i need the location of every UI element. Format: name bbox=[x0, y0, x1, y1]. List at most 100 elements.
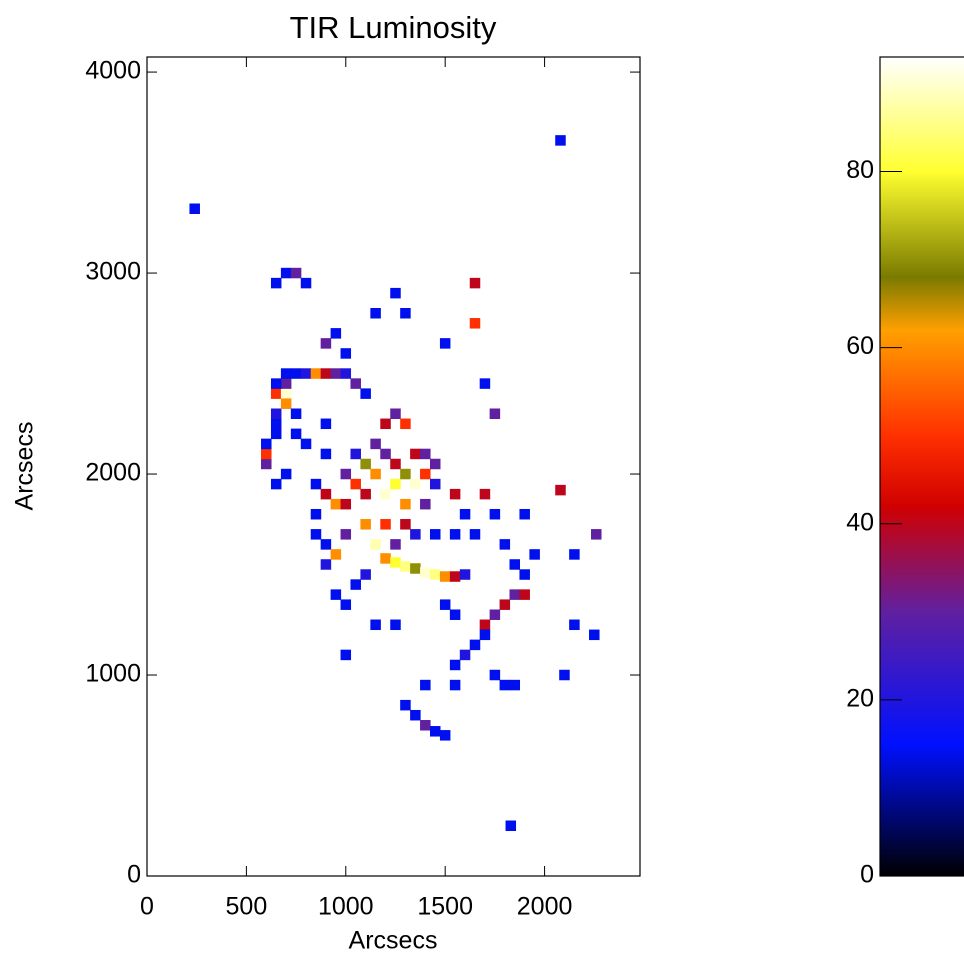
heatmap-cell bbox=[439, 338, 451, 349]
heatmap-cell bbox=[360, 458, 371, 470]
heatmap-cell bbox=[449, 659, 461, 671]
heatmap-cell bbox=[400, 308, 411, 319]
heatmap-cell bbox=[459, 508, 471, 520]
heatmap-cell bbox=[499, 539, 511, 550]
heatmap-cell bbox=[261, 438, 272, 450]
heatmap-cell bbox=[280, 398, 292, 409]
heatmap-cell bbox=[270, 478, 282, 490]
heatmap-cell bbox=[340, 368, 352, 379]
colorbar-segment bbox=[880, 57, 964, 172]
y-axis-label: Arcsecs bbox=[11, 422, 39, 511]
heatmap-cell bbox=[410, 563, 421, 574]
heatmap-cell bbox=[400, 699, 411, 711]
x-axis-label: Arcsecs bbox=[349, 927, 438, 955]
colorbar-segment bbox=[880, 171, 964, 278]
heatmap-cell bbox=[330, 498, 342, 510]
heatmap-cell bbox=[300, 277, 312, 289]
heatmap-cell bbox=[429, 726, 441, 737]
heatmap-cell bbox=[370, 468, 381, 480]
heatmap-cell bbox=[350, 448, 361, 460]
colorbar-tick-label: 40 bbox=[846, 508, 874, 536]
heatmap-cell bbox=[469, 529, 481, 540]
heatmap-cell bbox=[390, 408, 401, 419]
heatmap-cell bbox=[519, 508, 530, 520]
colorbar-tick-label: 60 bbox=[846, 332, 874, 360]
heatmap-cell bbox=[370, 539, 381, 550]
y-tick-label: 3000 bbox=[85, 258, 141, 286]
heatmap-cell bbox=[449, 529, 461, 540]
heatmap-cell bbox=[509, 679, 521, 691]
heatmap-cell bbox=[280, 388, 292, 399]
colorbar-frame bbox=[879, 56, 964, 877]
heatmap-cell bbox=[400, 561, 411, 572]
heatmap-cell bbox=[569, 619, 580, 631]
colorbar-segment bbox=[880, 506, 964, 613]
heatmap-cell bbox=[360, 519, 371, 530]
heatmap-cell bbox=[390, 478, 401, 490]
heatmap-cell bbox=[270, 408, 282, 419]
heatmap-cell bbox=[400, 418, 411, 430]
heatmap-cell bbox=[360, 569, 371, 580]
heatmap-cell bbox=[400, 519, 411, 530]
heatmap-cell bbox=[400, 468, 411, 480]
heatmap-cell bbox=[280, 468, 292, 480]
heatmap-cell bbox=[489, 669, 501, 681]
heatmap-cell bbox=[261, 448, 272, 460]
y-tick-label: 4000 bbox=[85, 57, 141, 85]
heatmap-cell bbox=[569, 549, 580, 560]
heatmap-cell bbox=[499, 599, 511, 610]
heatmap-cell bbox=[320, 368, 332, 379]
heatmap-cell bbox=[429, 478, 441, 490]
heatmap-cell bbox=[320, 338, 332, 349]
colorbar-segment bbox=[880, 330, 964, 437]
heatmap-cell bbox=[489, 508, 501, 520]
heatmap-cell bbox=[589, 629, 600, 641]
heatmap-cell bbox=[469, 318, 481, 329]
heatmap-cell bbox=[189, 203, 200, 214]
heatmap-cell bbox=[370, 619, 381, 631]
heatmap-cell bbox=[330, 589, 342, 600]
heatmap-cell bbox=[350, 579, 361, 590]
heatmap-cell bbox=[410, 529, 421, 540]
heatmap-cell bbox=[400, 498, 411, 510]
heatmap-cell bbox=[270, 428, 282, 440]
heatmap-cell bbox=[390, 287, 401, 299]
heatmap-cell bbox=[519, 589, 530, 600]
heatmap-cell bbox=[290, 368, 302, 379]
heatmap-cell bbox=[519, 569, 530, 580]
heatmap-cell bbox=[429, 569, 441, 580]
heatmap-cell bbox=[360, 488, 371, 500]
heatmap-cell bbox=[340, 348, 352, 359]
x-tick-label: 500 bbox=[226, 893, 268, 921]
heatmap-cell bbox=[360, 388, 371, 399]
heatmap-cell bbox=[280, 368, 292, 379]
heatmap-cell bbox=[479, 619, 491, 631]
heatmap-cell bbox=[300, 368, 312, 379]
heatmap-cell bbox=[380, 519, 391, 530]
heatmap-cell bbox=[489, 408, 501, 419]
heatmap-cell bbox=[310, 529, 322, 540]
heatmap-cell bbox=[340, 498, 352, 510]
heatmap-cell bbox=[505, 820, 517, 832]
heatmap-cell bbox=[439, 599, 451, 610]
heatmap-cell bbox=[270, 378, 282, 389]
plot-frame bbox=[146, 56, 641, 877]
heatmap-cell bbox=[410, 709, 421, 721]
x-tick-label: 1500 bbox=[417, 893, 473, 921]
heatmap-cell bbox=[420, 498, 431, 510]
heatmap-cell bbox=[410, 478, 421, 490]
chart-title: TIR Luminosity bbox=[290, 10, 497, 45]
heatmap-cell bbox=[439, 571, 451, 582]
heatmap-cell bbox=[280, 267, 292, 279]
heatmap-cell bbox=[261, 458, 272, 470]
heatmap-cell bbox=[390, 619, 401, 631]
heatmap-cell bbox=[320, 418, 332, 430]
heatmap-cell bbox=[290, 408, 302, 419]
heatmap-cell bbox=[420, 567, 431, 578]
heatmap-cell bbox=[280, 378, 292, 389]
heatmap-cell bbox=[370, 438, 381, 450]
heatmap-cell bbox=[509, 559, 521, 570]
heatmap-cell bbox=[340, 468, 352, 480]
colorbar-segment bbox=[880, 743, 964, 877]
